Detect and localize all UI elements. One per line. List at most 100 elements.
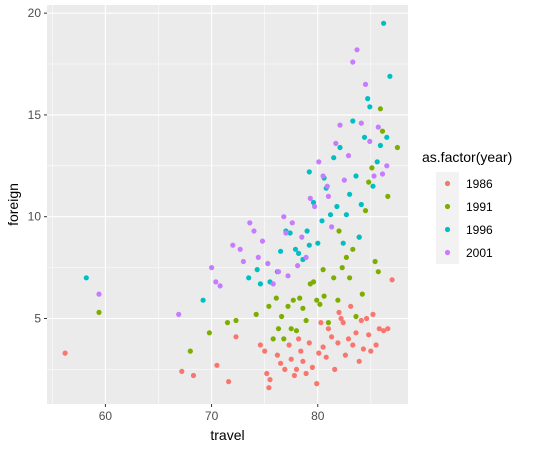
point-1996 — [257, 281, 263, 287]
point-1996 — [310, 199, 317, 206]
point-1991 — [266, 303, 272, 309]
point-1991 — [336, 228, 342, 234]
point-1986 — [314, 381, 320, 387]
point-2001 — [251, 228, 257, 234]
legend-item-1996: 1996 — [436, 218, 493, 241]
point-1986 — [385, 326, 391, 332]
point-1986 — [356, 358, 362, 364]
point-1991 — [303, 317, 309, 324]
grid-major — [47, 5, 408, 404]
point-1991 — [353, 313, 359, 320]
point-2001 — [307, 195, 313, 201]
point-2001 — [247, 220, 253, 226]
legend-item-1991: 1991 — [436, 195, 493, 218]
point-2001 — [289, 220, 295, 226]
point-1986 — [376, 326, 382, 332]
point-1986 — [381, 328, 387, 334]
point-1986 — [226, 379, 232, 385]
point-2001 — [213, 279, 219, 285]
point-1996 — [350, 118, 356, 124]
point-1986 — [291, 372, 297, 379]
point-1996 — [374, 159, 380, 165]
legend-label-1996: 1996 — [466, 223, 493, 237]
point-2001 — [270, 281, 276, 287]
point-1986 — [266, 385, 272, 391]
point-1996 — [384, 134, 390, 140]
point-1991 — [285, 303, 291, 309]
point-2001 — [255, 254, 261, 260]
point-1986 — [274, 352, 280, 358]
point-2001 — [259, 238, 266, 244]
point-1996 — [327, 212, 334, 218]
x-tick-label: 80 — [311, 409, 325, 423]
point-2001 — [375, 124, 381, 130]
point-1986 — [366, 332, 372, 338]
legend-title: as.factor(year) — [422, 149, 512, 165]
y-axis: 5 10 15 20 — [28, 6, 47, 326]
point-1986 — [293, 366, 300, 372]
point-1996 — [306, 169, 312, 175]
point-1991 — [290, 297, 296, 303]
point-1991 — [339, 265, 345, 271]
point-2001 — [379, 171, 386, 177]
point-1986 — [335, 340, 341, 346]
point-1986 — [179, 368, 185, 374]
point-1986 — [329, 334, 335, 340]
point-1996 — [367, 104, 373, 110]
y-tick-label: 10 — [28, 210, 42, 224]
point-1991 — [279, 313, 285, 320]
point-1996 — [315, 240, 321, 246]
point-1996 — [377, 142, 383, 149]
point-1991 — [310, 279, 317, 285]
point-2001 — [329, 224, 335, 230]
x-axis-title: travel — [210, 427, 244, 443]
point-1986 — [389, 277, 395, 283]
point-1991 — [314, 297, 320, 303]
point-1986 — [286, 342, 292, 348]
point-1986 — [340, 320, 346, 326]
point-1986 — [325, 326, 331, 332]
point-1986 — [364, 315, 370, 322]
point-1991 — [320, 267, 326, 273]
point-2001 — [240, 258, 246, 265]
point-1986 — [288, 356, 294, 362]
point-1996 — [292, 246, 299, 252]
point-1991 — [372, 258, 378, 265]
point-1986 — [257, 342, 263, 348]
point-1986 — [368, 348, 374, 354]
point-1986 — [309, 364, 315, 370]
point-1986 — [373, 342, 379, 348]
point-2001 — [316, 159, 322, 165]
point-1991 — [224, 320, 231, 326]
point-1996 — [200, 297, 206, 303]
point-2001 — [320, 173, 326, 179]
point-2001 — [371, 173, 377, 179]
point-1991 — [347, 275, 353, 281]
point-1991 — [394, 144, 400, 151]
point-2001 — [285, 273, 291, 279]
legend-item-1986: 1986 — [436, 172, 493, 195]
legend-items: 1986 1991 1996 2001 — [436, 172, 493, 264]
point-2001 — [281, 214, 287, 220]
point-1991 — [273, 295, 279, 301]
point-1991 — [385, 193, 391, 199]
point-1991 — [331, 275, 337, 281]
point-1991 — [321, 293, 327, 299]
point-2001 — [275, 269, 282, 275]
point-2001 — [367, 138, 373, 144]
point-2001 — [217, 283, 223, 289]
point-1996 — [353, 173, 359, 179]
point-1986 — [345, 336, 352, 342]
legend-item-2001: 2001 — [436, 241, 493, 264]
point-1986 — [262, 348, 268, 354]
point-1996 — [370, 183, 376, 189]
point-1986 — [214, 362, 220, 368]
point-1991 — [297, 295, 303, 301]
point-1991 — [377, 106, 383, 112]
point-1996 — [387, 73, 393, 79]
point-1986 — [348, 303, 354, 309]
point-2001 — [230, 242, 236, 248]
point-1991 — [362, 208, 369, 214]
point-1986 — [62, 350, 68, 356]
point-1986 — [303, 370, 309, 377]
